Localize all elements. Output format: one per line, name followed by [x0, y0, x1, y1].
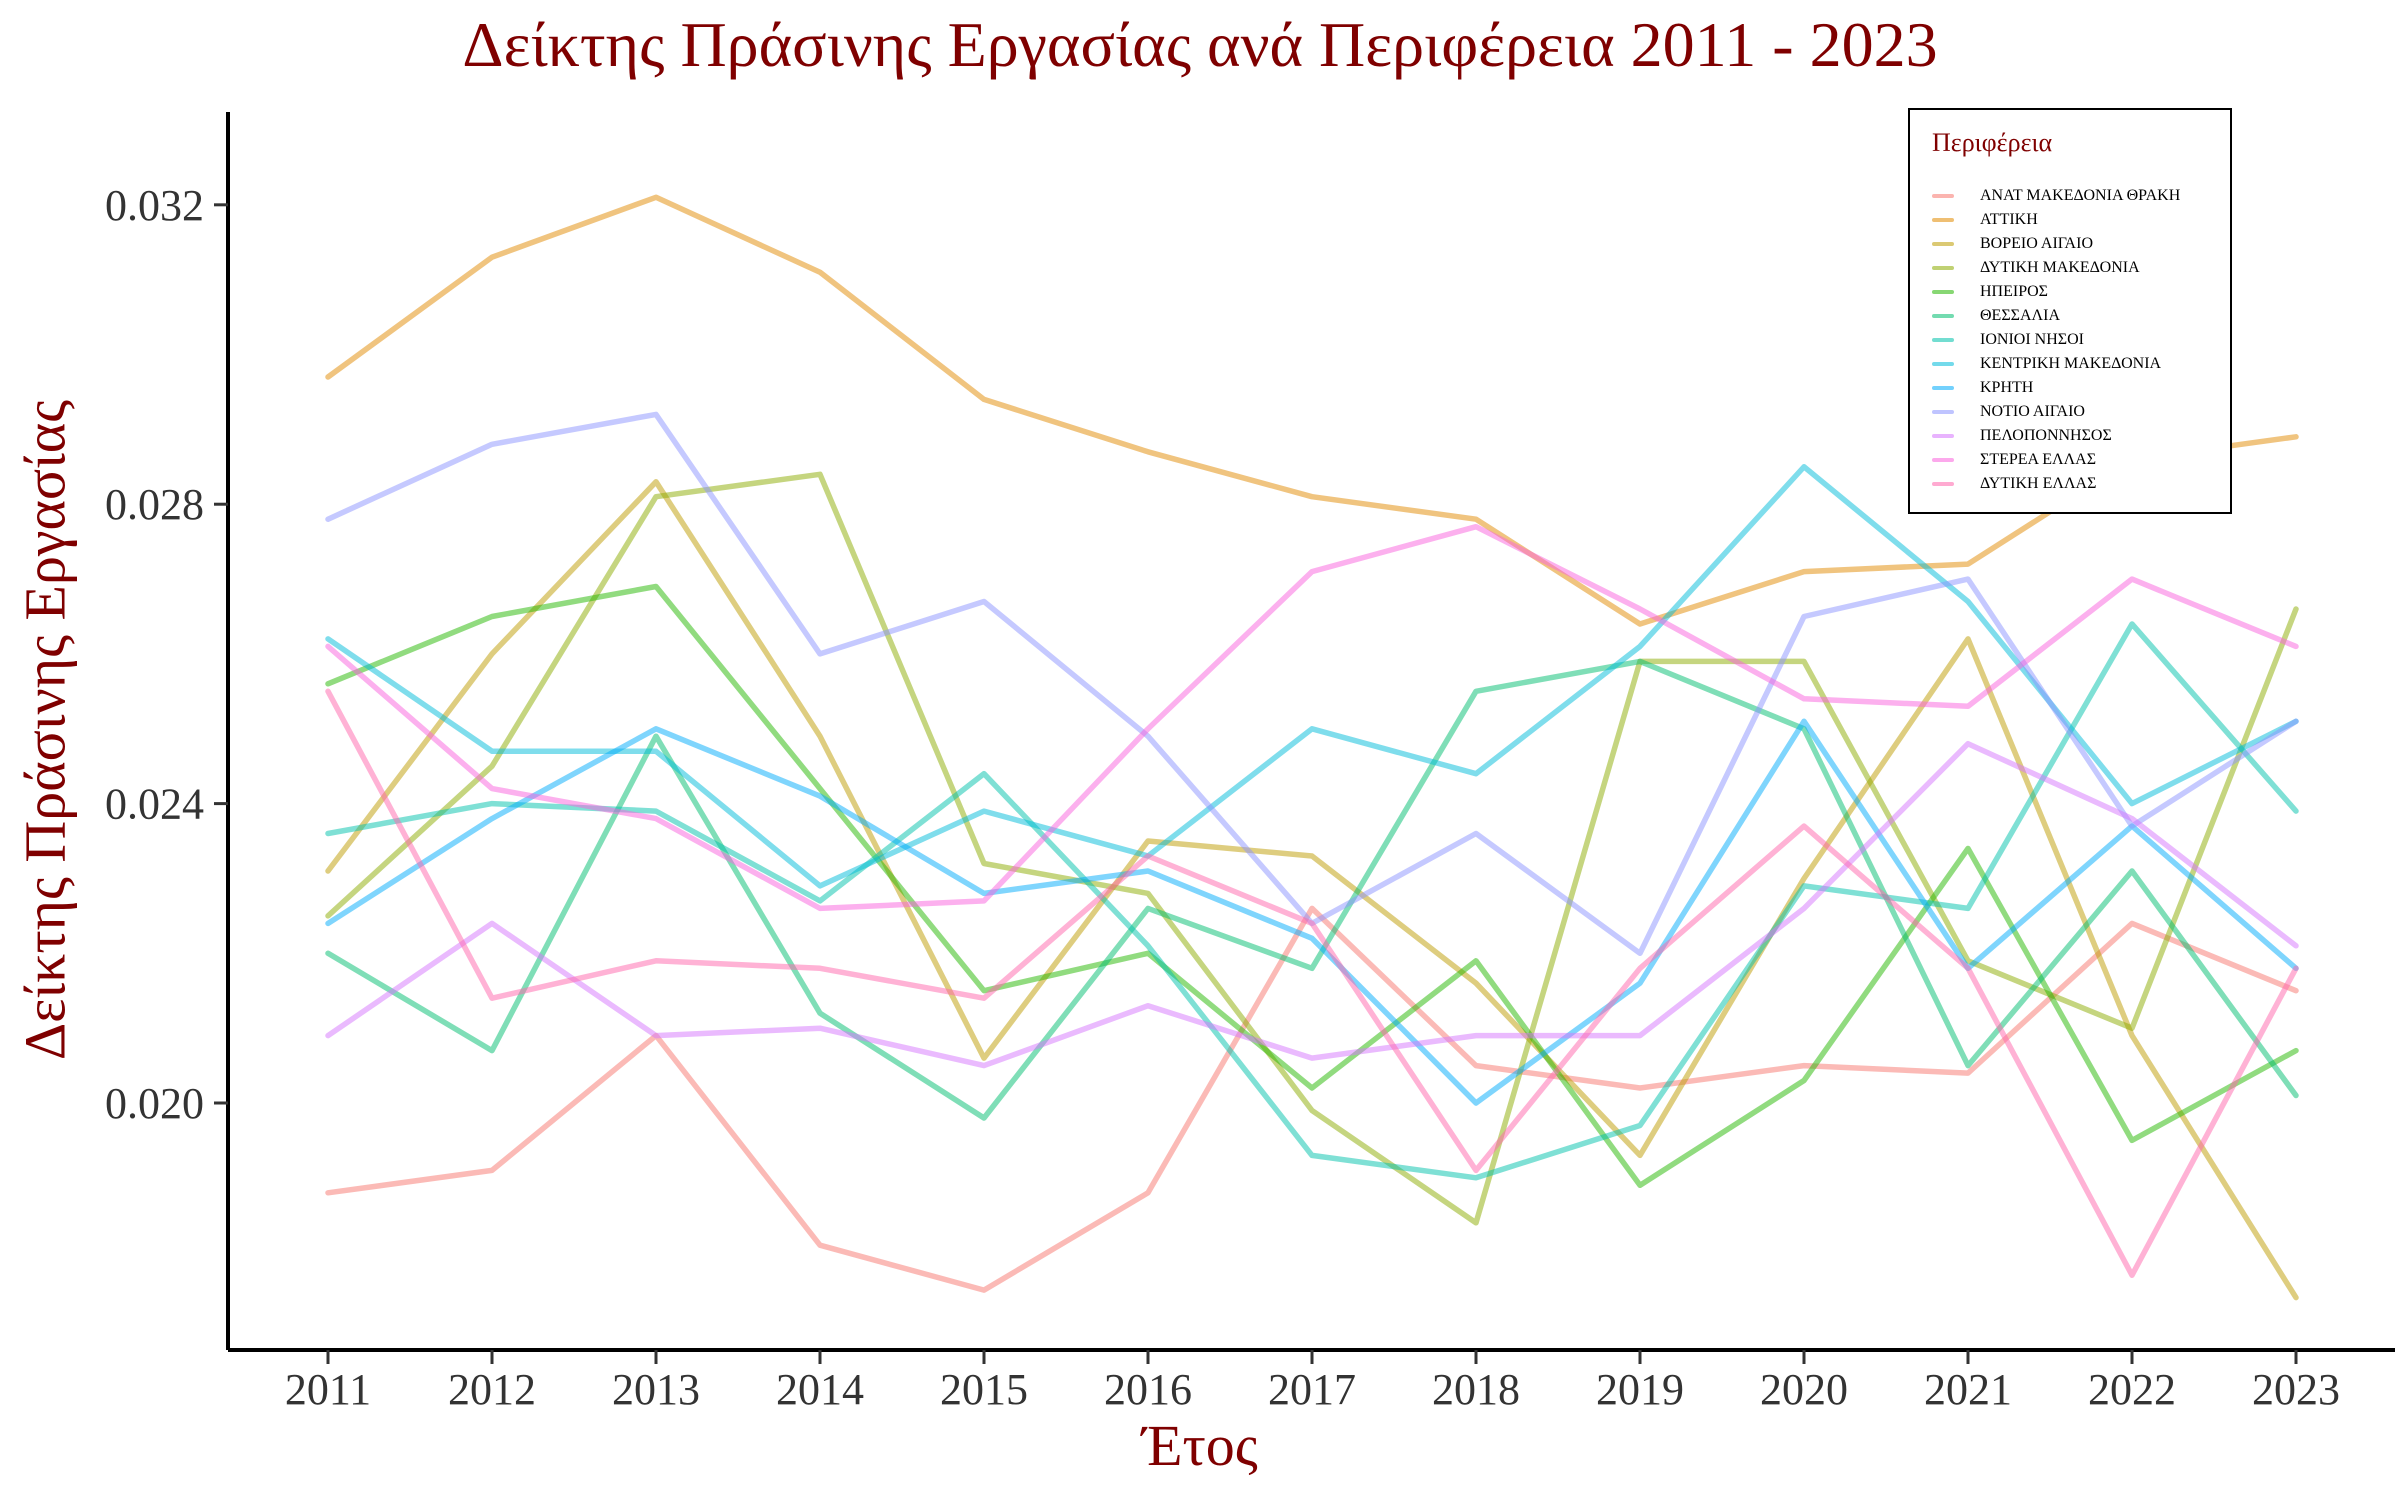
- y-axis-title: Δείκτης Πράσινης Εργασίας: [12, 399, 78, 1061]
- legend-label: ΔΥΤΙΚΗ ΕΛΛΑΣ: [1980, 475, 2097, 492]
- x-tick-label: 2022: [2088, 1365, 2176, 1414]
- legend-key: [1932, 458, 1954, 462]
- legend-label: ΚΡΗΤΗ: [1980, 379, 2034, 396]
- legend-label: ΙΟΝΙΟΙ ΝΗΣΟΙ: [1980, 331, 2084, 348]
- legend-key: [1932, 266, 1954, 270]
- y-tick-label: 0.028: [105, 480, 204, 529]
- legend-label: ΝΟΤΙΟ ΑΙΓΑΙΟ: [1980, 403, 2085, 420]
- series-line-11: [325, 740, 2299, 1069]
- legend-label: ΒΟΡΕΙΟ ΑΙΓΑΙΟ: [1980, 235, 2093, 252]
- legend-label: ΗΠΕΙΡΟΣ: [1980, 283, 2048, 300]
- series-line-4: [325, 471, 2299, 1226]
- series-line-2: [325, 194, 2299, 627]
- legend-label: ΠΕΛΟΠΟΝΝΗΣΟΣ: [1980, 427, 2112, 444]
- series-line-7: [325, 621, 2299, 1181]
- legend-label: ΚΕΝΤΡΙΚΗ ΜΑΚΕΔΟΝΙΑ: [1980, 355, 2162, 372]
- legend-item: ΚΡΗΤΗ: [1932, 376, 2180, 400]
- legend-key: [1932, 362, 1954, 366]
- legend-label: ΑΤΤΙΚΗ: [1980, 211, 2038, 228]
- chart-title: Δείκτης Πράσινης Εργασίας ανά Περιφέρεια…: [462, 9, 1938, 80]
- x-tick-label: 2020: [1760, 1365, 1848, 1414]
- legend-key: [1932, 242, 1954, 246]
- y-tick-label: 0.024: [105, 780, 204, 829]
- legend-item: ΘΕΣΣΑΛΙΑ: [1932, 304, 2180, 328]
- x-tick-label: 2023: [2252, 1365, 2340, 1414]
- x-tick-label: 2012: [448, 1365, 536, 1414]
- series-line-8: [325, 464, 2299, 889]
- legend-label: ΘΕΣΣΑΛΙΑ: [1980, 307, 2060, 324]
- legend-key: [1932, 194, 1954, 198]
- legend-item: ΚΕΝΤΡΙΚΗ ΜΑΚΕΔΟΝΙΑ: [1932, 352, 2180, 376]
- x-tick-label: 2019: [1596, 1365, 1684, 1414]
- legend-key: [1932, 386, 1954, 390]
- legend-item: ΣΤΕΡΕΑ ΕΛΛΑΣ: [1932, 448, 2180, 472]
- x-axis-title: Έτος: [1142, 1413, 1258, 1478]
- legend-title: Περιφέρεια: [1932, 128, 2053, 157]
- series-layer: [325, 194, 2299, 1301]
- legend-item: ΠΕΛΟΠΟΝΝΗΣΟΣ: [1932, 424, 2180, 448]
- legend-label: ΑΝΑΤ ΜΑΚΕΔΟΝΙΑ ΘΡΑΚΗ: [1980, 187, 2181, 204]
- legend-item: ΑΤΤΙΚΗ: [1932, 208, 2180, 232]
- x-tick-label: 2014: [776, 1365, 864, 1414]
- legend-key: [1932, 218, 1954, 222]
- legend-label: ΣΤΕΡΕΑ ΕΛΛΑΣ: [1980, 451, 2097, 468]
- legend-key: [1932, 338, 1954, 342]
- legend-key: [1932, 290, 1954, 294]
- series-line-12: [325, 523, 2299, 912]
- legend-item: ΙΟΝΙΟΙ ΝΗΣΟΙ: [1932, 328, 2180, 352]
- legend-key: [1932, 482, 1954, 486]
- x-tick-label: 2015: [940, 1365, 1028, 1414]
- legend-label: ΔΥΤΙΚΗ ΜΑΚΕΔΟΝΙΑ: [1980, 259, 2140, 276]
- x-tick-label: 2013: [612, 1365, 700, 1414]
- legend-key: [1932, 314, 1954, 318]
- legend-items: ΑΝΑΤ ΜΑΚΕΔΟΝΙΑ ΘΡΑΚΗ ΑΤΤΙΚΗ ΒΟΡΕΙΟ ΑΙΓΑΙΟ Δ…: [1932, 184, 2180, 496]
- legend-item: ΝΟΤΙΟ ΑΙΓΑΙΟ: [1932, 400, 2180, 424]
- legend-key: [1932, 410, 1954, 414]
- legend-item: ΔΥΤΙΚΗ ΕΛΛΑΣ: [1932, 472, 2180, 496]
- series-line-3: [325, 479, 2299, 1301]
- y-tick-label: 0.020: [105, 1079, 204, 1128]
- x-tick-label: 2021: [1924, 1365, 2012, 1414]
- legend-key: [1932, 434, 1954, 438]
- x-tick-label: 2018: [1432, 1365, 1520, 1414]
- series-line-6: [325, 658, 2299, 1121]
- legend-item: ΒΟΡΕΙΟ ΑΙΓΑΙΟ: [1932, 232, 2180, 256]
- x-tick-label: 2011: [285, 1365, 371, 1414]
- series-line-13: [325, 688, 2299, 1278]
- x-tick-label: 2016: [1104, 1365, 1192, 1414]
- legend-item: ΔΥΤΙΚΗ ΜΑΚΕΔΟΝΙΑ: [1932, 256, 2180, 280]
- series-line-5: [325, 583, 2299, 1189]
- legend-item: ΑΝΑΤ ΜΑΚΕΔΟΝΙΑ ΘΡΑΚΗ: [1932, 184, 2180, 208]
- legend: Περιφέρεια ΑΝΑΤ ΜΑΚΕΔΟΝΙΑ ΘΡΑΚΗ ΑΤΤΙΚΗ ΒΟΡ…: [1908, 108, 2232, 514]
- x-tick-label: 2017: [1268, 1365, 1356, 1414]
- y-tick-label: 0.032: [105, 181, 204, 230]
- legend-item: ΗΠΕΙΡΟΣ: [1932, 280, 2180, 304]
- axes-layer: 2011 2012 2013 2014 2015 2016 2017 2018 2019 2020…: [105, 112, 2395, 1414]
